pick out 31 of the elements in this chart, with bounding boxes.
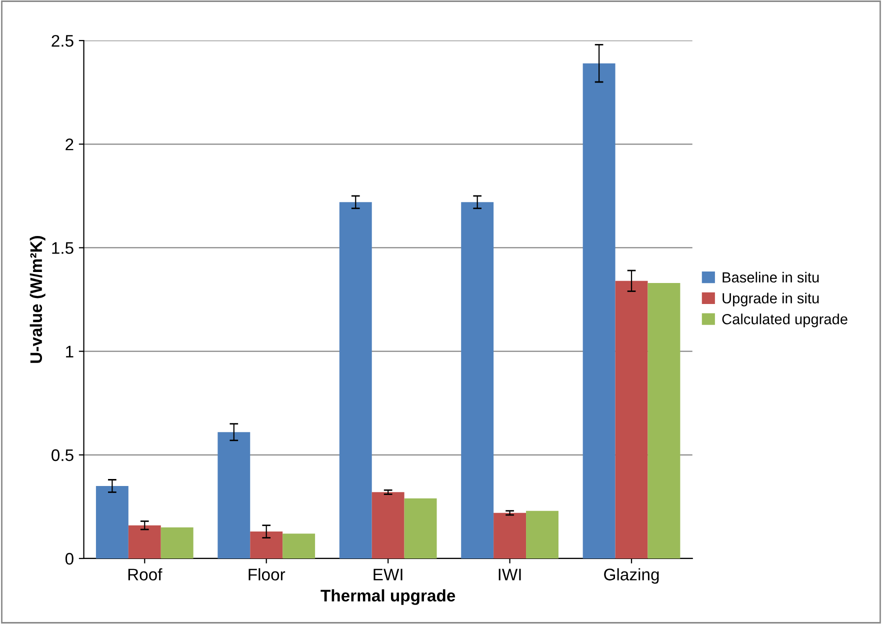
bar xyxy=(526,510,558,558)
bar xyxy=(582,63,616,558)
y-axis-title: U-value (W/m²K) xyxy=(30,236,46,363)
y-tick-label: 0 xyxy=(65,552,74,565)
bar xyxy=(339,202,372,558)
bar xyxy=(282,534,316,558)
bar xyxy=(648,282,680,558)
x-tick-label: Roof xyxy=(128,568,162,580)
x-tick-label: Floor xyxy=(248,568,286,580)
bar xyxy=(250,532,283,558)
bar xyxy=(372,492,404,558)
y-tick-label: 1.5 xyxy=(52,242,74,254)
y-tick-label: 1 xyxy=(66,346,74,358)
bar xyxy=(160,527,194,558)
y-tick-label: 2 xyxy=(66,138,74,150)
x-tick-label: EWI xyxy=(374,568,402,580)
legend-label: Calculated upgrade xyxy=(722,314,848,328)
bar xyxy=(218,432,250,558)
bar xyxy=(96,486,128,558)
y-tick-label: 2.5 xyxy=(52,34,74,47)
legend-label: Baseline in situ xyxy=(722,272,819,283)
x-axis-title: Thermal upgrade xyxy=(320,589,456,605)
bar xyxy=(494,512,526,558)
y-tick-label: 0.5 xyxy=(52,449,74,462)
bar xyxy=(404,498,437,558)
legend-label: Upgrade in situ xyxy=(722,292,819,306)
bar xyxy=(615,280,648,558)
x-tick-label: Glazing xyxy=(604,568,659,584)
x-tick-label: IWI xyxy=(498,568,521,580)
bar xyxy=(128,525,161,558)
bar xyxy=(461,202,494,558)
